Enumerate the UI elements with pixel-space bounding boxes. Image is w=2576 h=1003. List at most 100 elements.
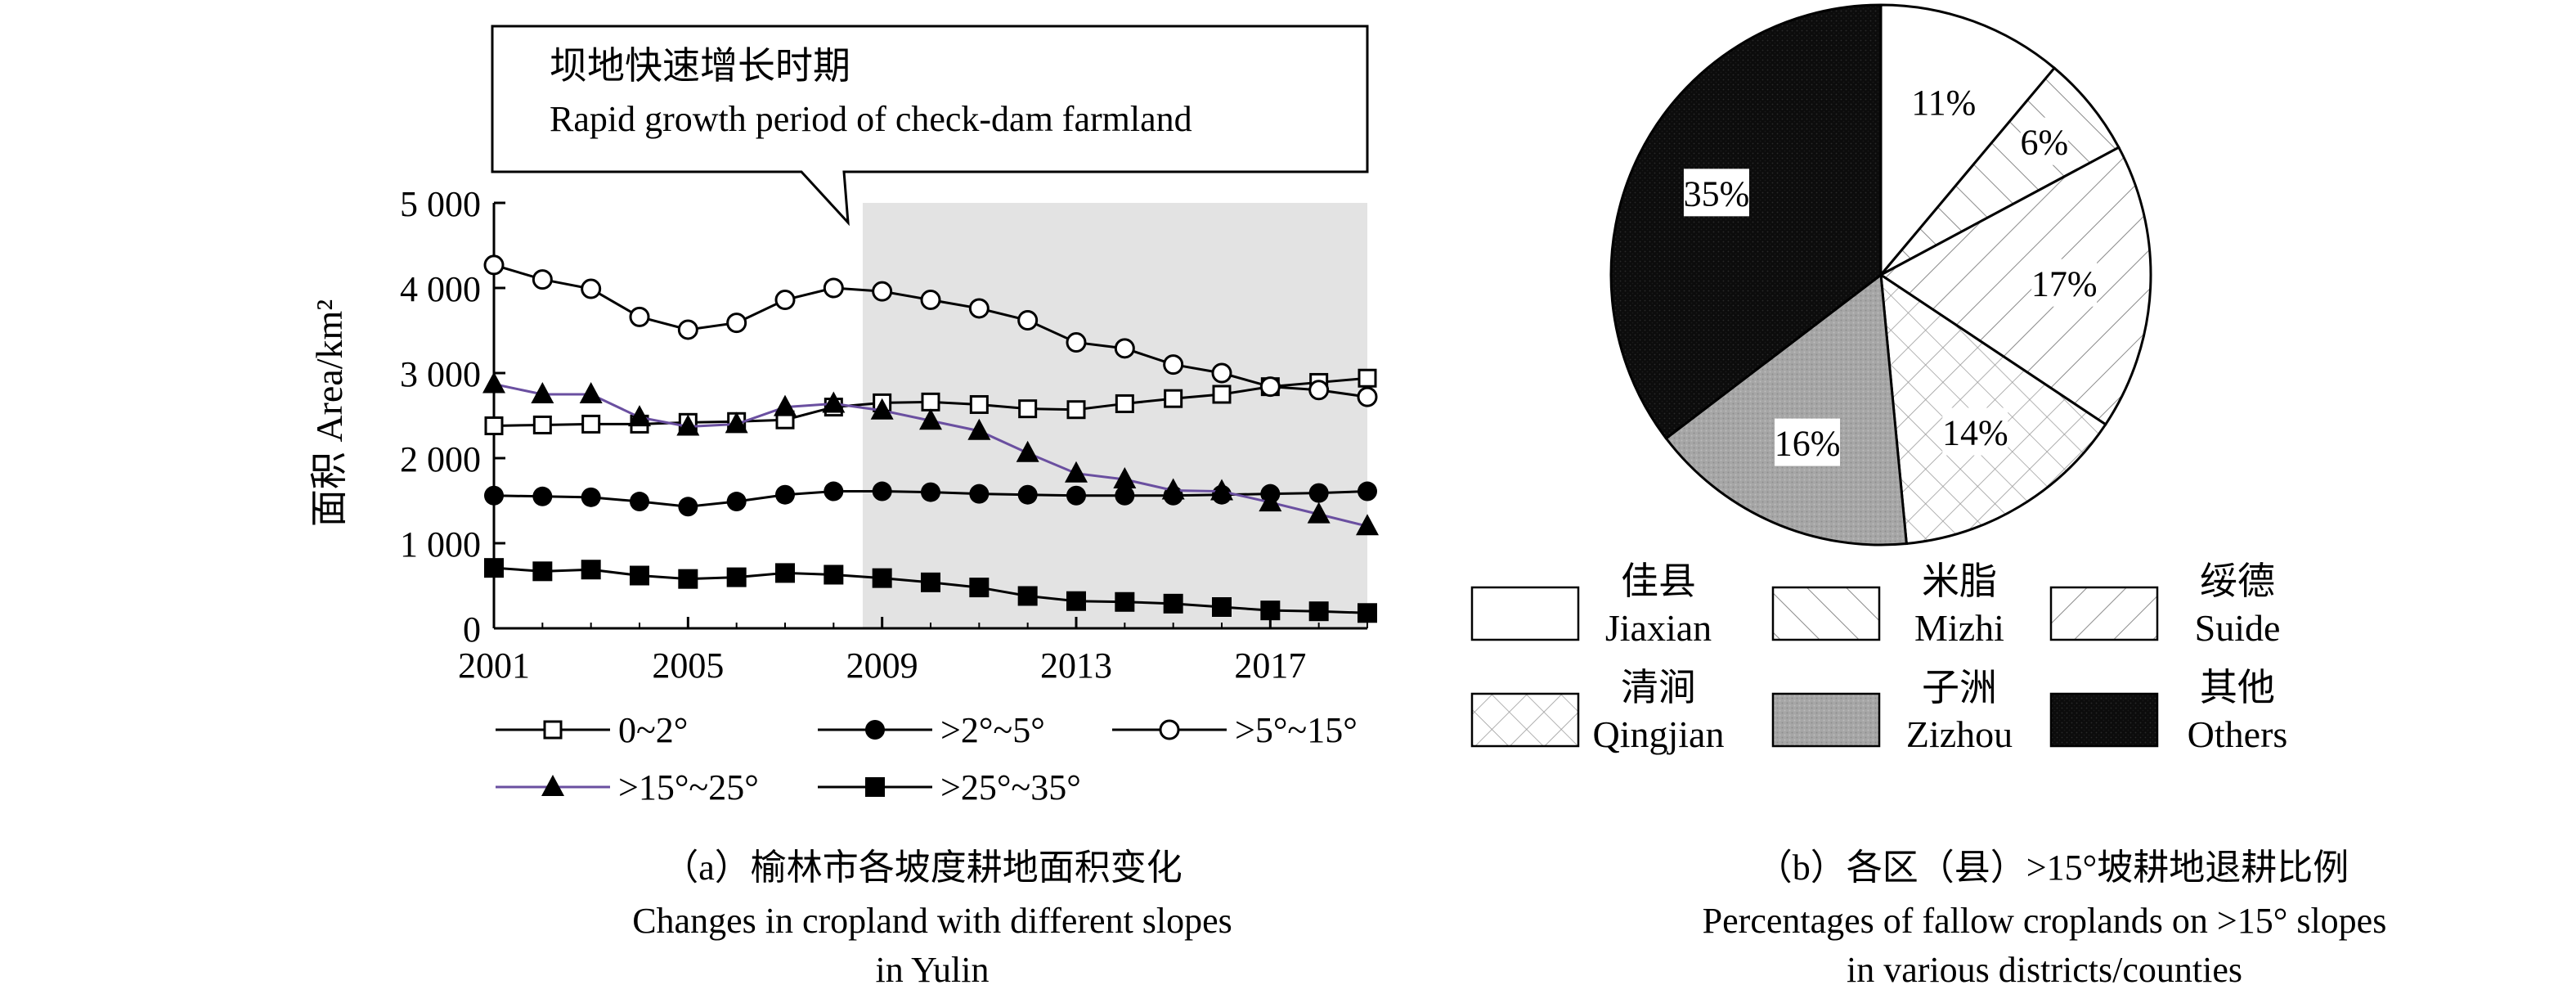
pie-legend-swatch — [1771, 692, 1881, 748]
pie-label-bg — [1942, 407, 2008, 456]
data-point — [969, 394, 989, 414]
pie-slice-suide — [1878, 146, 2152, 426]
legend-item: >5°~15° — [1112, 710, 1358, 750]
data-point — [1017, 586, 1038, 606]
data-point — [676, 414, 700, 436]
pie-slice-jiaxian — [1879, 3, 2057, 279]
pie-label-bg — [2031, 259, 2098, 307]
data-point — [678, 569, 698, 589]
data-point — [532, 486, 553, 506]
data-point — [968, 298, 990, 319]
pie-slice-label: 11% — [1911, 83, 1976, 123]
data-point — [484, 558, 504, 578]
data-point — [581, 487, 601, 507]
pie-legend-item: 佳县 Jiaxian — [1470, 560, 1712, 649]
legend-item: >2°~5° — [818, 710, 1045, 750]
data-point — [1065, 461, 1088, 483]
axes: 0 1 000 2 000 3 000 4 000 5 000 2001 2005 2009 20… — [400, 184, 1368, 686]
data-point — [725, 412, 748, 434]
data-point — [630, 492, 649, 512]
legend-item: >25°~35° — [818, 767, 1081, 807]
data-point — [1114, 338, 1135, 359]
data-point — [532, 415, 552, 434]
data-point — [1308, 483, 1329, 503]
legend-marker — [865, 777, 885, 797]
data-point — [1259, 376, 1281, 398]
caption-a-title-en-2: in Yulin — [876, 950, 990, 990]
y-tick-label: 2 000 — [400, 439, 481, 479]
data-point — [1212, 597, 1232, 617]
pie-legend-label-cn: 绥德 — [2200, 560, 2275, 602]
pie-legend-label-cn: 清涧 — [1621, 667, 1696, 708]
caption-a-title-cn: （a）榆林市各坡度耕地面积变化 — [662, 848, 1183, 888]
legend-label: 0~2° — [618, 710, 688, 750]
data-point — [726, 492, 747, 512]
pie-legend-swatch — [2049, 692, 2159, 748]
pie-legend-item: 米脂 Mizhi — [1771, 560, 2004, 649]
legend-label: >5°~15° — [1235, 710, 1358, 750]
legend-marker — [865, 720, 885, 740]
data-point — [1115, 485, 1135, 506]
data-point — [774, 290, 796, 311]
pie-legend-swatch — [1470, 586, 1580, 641]
pie-label-bg — [1775, 418, 1841, 466]
pie-slice-label: 6% — [2020, 123, 2068, 163]
data-point — [1163, 354, 1184, 376]
data-point — [1308, 380, 1330, 401]
data-point — [1164, 389, 1183, 408]
data-point — [1161, 478, 1185, 500]
data-point — [774, 394, 797, 416]
data-point — [532, 269, 553, 290]
data-point — [1260, 600, 1281, 621]
data-point — [1115, 394, 1134, 413]
data-point — [581, 560, 601, 580]
pie-legend-label-cn: 子洲 — [1922, 667, 1997, 708]
caption-b-title-en-2: in various districts/counties — [1847, 950, 2242, 990]
y-tick-label: 1 000 — [400, 524, 481, 564]
pie-legend: 佳县 Jiaxian 米脂 Mizhi 绥德 Suide 清涧 Qingjian 子洲 Zizho… — [1470, 560, 2287, 755]
series-5 — [484, 558, 1377, 623]
pie-slice-label: 17% — [2031, 264, 2098, 304]
pie-legend-item: 其他 Others — [2049, 667, 2287, 755]
caption-b-title-en: Percentages of fallow croplands on >15° … — [1703, 901, 2387, 941]
callout-text-cn: 坝地快速增长时期 — [550, 45, 850, 87]
pie-legend-label-cn: 米脂 — [1922, 560, 1997, 602]
data-point — [532, 561, 553, 582]
series-3 — [483, 254, 1378, 407]
data-point — [726, 567, 747, 587]
data-point — [1018, 399, 1038, 419]
data-point — [483, 254, 505, 276]
data-point — [921, 392, 940, 412]
data-point — [1017, 310, 1039, 331]
data-point — [1357, 386, 1378, 407]
callout-text-en: Rapid growth period of check-dam farmlan… — [550, 99, 1192, 139]
data-point — [919, 408, 942, 430]
data-point — [484, 485, 504, 506]
data-point — [1307, 502, 1331, 524]
data-point — [1358, 368, 1377, 388]
x-tick-label: 2009 — [846, 645, 918, 686]
pie-legend-swatch — [1771, 586, 1881, 641]
pie-legend-label-en: Mizhi — [1914, 607, 2004, 649]
pie-label-bg — [2020, 117, 2068, 165]
pie-legend-swatch — [1470, 692, 1580, 748]
data-point — [1163, 593, 1183, 614]
data-point — [630, 565, 649, 586]
data-point — [775, 484, 795, 505]
pie-legend-item: 绥德 Suide — [2049, 560, 2280, 649]
data-point — [1066, 400, 1086, 420]
legend-label: >15°~25° — [618, 767, 759, 807]
pie-slice-label: 14% — [1942, 413, 2008, 453]
data-point — [1066, 332, 1087, 353]
pie-legend-item: 子洲 Zizhou — [1771, 667, 2013, 755]
data-point — [1210, 479, 1233, 501]
data-point — [872, 481, 892, 502]
x-tick-label: 2013 — [1040, 645, 1112, 686]
caption-b: （b）各区（县）>15°坡耕地退耕比例 Percentages of fallo… — [1703, 848, 2387, 990]
data-point — [484, 416, 504, 435]
data-point — [822, 391, 846, 413]
data-point — [1308, 601, 1329, 622]
data-point — [677, 319, 698, 340]
data-point — [872, 281, 893, 302]
pie-legend-item: 清涧 Qingjian — [1470, 667, 1724, 755]
